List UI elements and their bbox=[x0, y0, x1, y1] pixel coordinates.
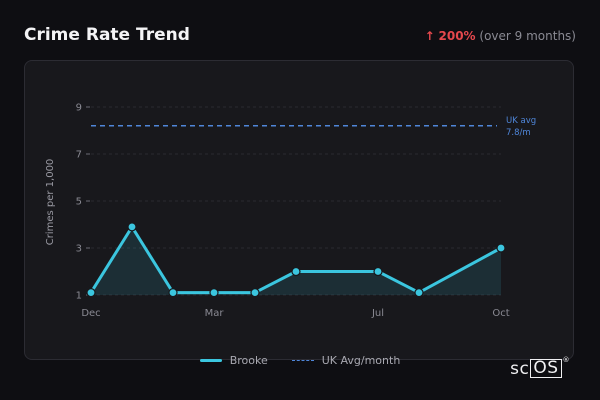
y-tick-label: 9 bbox=[76, 103, 82, 114]
data-point bbox=[127, 222, 137, 232]
brand-logo: sc OS ® bbox=[510, 356, 570, 379]
y-tick-label: 7 bbox=[76, 150, 82, 161]
y-tick-label: 3 bbox=[76, 244, 82, 255]
legend-swatch-uk-avg bbox=[291, 360, 314, 361]
legend-label-brooke: Brooke bbox=[229, 354, 268, 367]
x-tick-label: Mar bbox=[205, 308, 225, 319]
data-point bbox=[86, 288, 96, 298]
series-area bbox=[91, 226, 501, 295]
data-point bbox=[496, 243, 506, 253]
legend-swatch-brooke bbox=[199, 359, 222, 362]
data-point bbox=[250, 288, 260, 298]
reference-value-label: 7.8/m bbox=[506, 128, 531, 138]
legend-item-brooke[interactable]: Brooke bbox=[199, 354, 268, 367]
legend-item-uk-avg[interactable]: UK Avg/month bbox=[291, 354, 401, 367]
change-note: (over 9 months) bbox=[479, 29, 576, 43]
chart-card bbox=[24, 60, 574, 360]
x-tick-label: Oct bbox=[492, 308, 509, 319]
chart-legend: Brooke UK Avg/month bbox=[0, 354, 600, 367]
y-tick-label: 1 bbox=[76, 291, 82, 302]
x-tick-label: Dec bbox=[81, 308, 100, 319]
data-point bbox=[291, 266, 301, 277]
data-point bbox=[373, 266, 383, 277]
brand-registered-mark: ® bbox=[562, 356, 570, 364]
data-point bbox=[168, 288, 178, 298]
brand-prefix: sc bbox=[510, 359, 530, 379]
legend-label-uk-avg: UK Avg/month bbox=[321, 354, 401, 367]
chart-title: Crime Rate Trend bbox=[24, 25, 190, 45]
x-tick-label: Jul bbox=[371, 308, 384, 319]
change-percent: 200% bbox=[438, 29, 476, 43]
y-tick-label: 5 bbox=[76, 197, 82, 208]
data-point bbox=[209, 288, 219, 298]
change-summary: ↑ 200% (over 9 months) bbox=[425, 29, 576, 43]
data-point bbox=[414, 288, 424, 298]
brand-boxed: OS bbox=[530, 359, 562, 378]
y-axis-label: Crimes per 1,000 bbox=[45, 159, 56, 246]
up-arrow-icon: ↑ bbox=[424, 29, 435, 43]
reference-label: UK avg bbox=[506, 116, 536, 126]
